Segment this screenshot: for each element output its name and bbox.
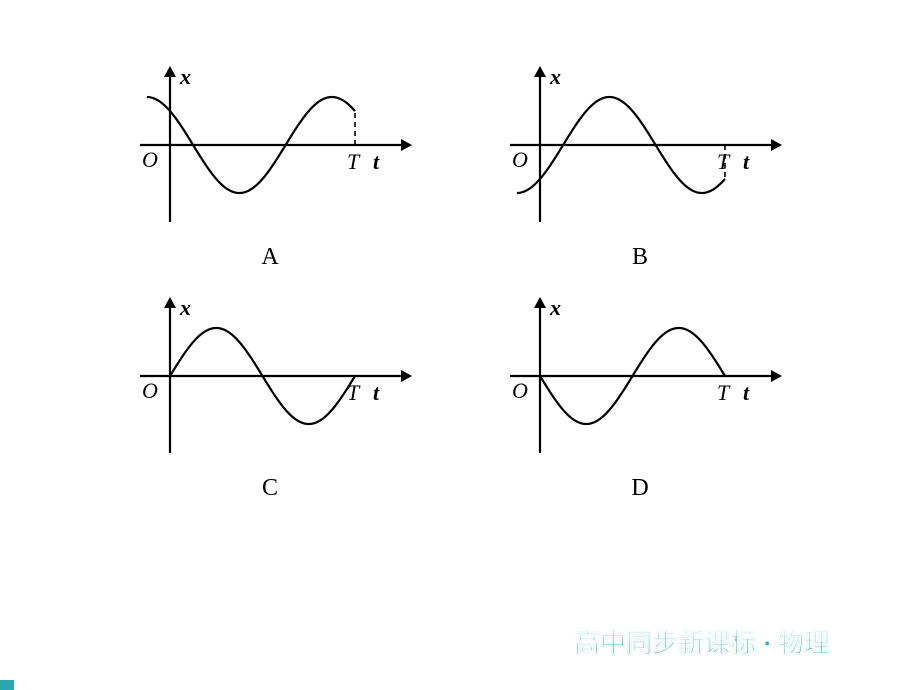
x-axis-label: t	[743, 380, 749, 406]
x-axis-arrow	[401, 139, 412, 151]
plot-svg-D	[490, 291, 790, 461]
x-axis-arrow	[771, 370, 782, 382]
panel-C: x O Tt C	[120, 291, 420, 502]
period-label: T	[717, 380, 729, 406]
footer-sep: ·	[763, 629, 772, 658]
panel-B: x O Tt B	[490, 60, 790, 271]
y-axis-label: x	[180, 295, 191, 321]
panel-A: x O Tt A	[120, 60, 420, 271]
footer: 高中同步新课标 · 物理	[574, 623, 830, 660]
caption-C: C	[120, 475, 420, 502]
origin-label: O	[142, 378, 158, 404]
caption-B: B	[490, 244, 790, 271]
y-axis-label: x	[550, 295, 561, 321]
period-label: T	[347, 380, 359, 406]
footer-text-right: 物理	[778, 629, 830, 658]
y-axis-arrow	[164, 297, 176, 308]
plot-B: x O Tt	[490, 60, 790, 230]
y-axis-arrow	[534, 66, 546, 77]
page: x O Tt A x O Tt B x O Tt C x O Tt D 高中同步新课标 ·	[0, 0, 920, 690]
origin-label: O	[512, 378, 528, 404]
caption-A: A	[120, 244, 420, 271]
y-axis-arrow	[534, 297, 546, 308]
y-axis-label: x	[180, 64, 191, 90]
y-axis-label: x	[550, 64, 561, 90]
period-label: T	[347, 149, 359, 175]
x-axis-label: t	[743, 149, 749, 175]
y-axis-arrow	[164, 66, 176, 77]
x-axis-label: t	[373, 149, 379, 175]
panel-D: x O Tt D	[490, 291, 790, 502]
plot-svg-A	[120, 60, 420, 230]
x-axis-arrow	[771, 139, 782, 151]
plot-A: x O Tt	[120, 60, 420, 230]
x-axis-arrow	[401, 370, 412, 382]
caption-D: D	[490, 475, 790, 502]
plot-D: x O Tt	[490, 291, 790, 461]
origin-label: O	[142, 147, 158, 173]
plot-C: x O Tt	[120, 291, 420, 461]
accent-corner	[0, 680, 14, 690]
footer-text-left: 高中同步新课标	[574, 629, 756, 658]
x-axis-label: t	[373, 380, 379, 406]
plot-svg-C	[120, 291, 420, 461]
plot-svg-B	[490, 60, 790, 230]
origin-label: O	[512, 147, 528, 173]
chart-grid: x O Tt A x O Tt B x O Tt C x O Tt D	[120, 60, 800, 502]
period-label: T	[717, 149, 729, 175]
